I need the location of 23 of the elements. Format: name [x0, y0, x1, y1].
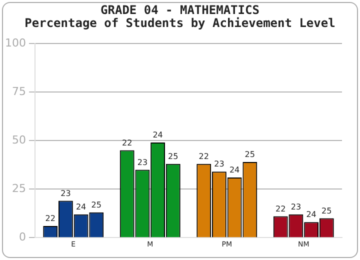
text: 25 — [168, 152, 178, 161]
series-label: 23 — [137, 158, 148, 167]
series-label: 24 — [76, 202, 86, 212]
series-label: 22 — [198, 152, 209, 161]
text: 24 — [229, 166, 240, 175]
text: 25 — [322, 206, 332, 216]
text: 22 — [122, 138, 132, 148]
y-tick-label: 50 — [12, 133, 26, 146]
text: 23 — [214, 160, 224, 169]
y-tick-label: 0 — [18, 230, 26, 244]
y-tick-label: 25 — [12, 182, 26, 195]
text: 22 — [276, 204, 286, 214]
chart-title: GRADE 04 - MATHEMATICS — [100, 3, 260, 17]
text: 24 — [306, 210, 316, 220]
chart-subtitle: Percentage of Students by Achievement Level — [24, 16, 336, 30]
text: 23 — [290, 202, 302, 212]
text: 22 — [45, 214, 56, 224]
y-tick-label: 100 — [4, 36, 26, 50]
text: 25 — [244, 150, 255, 160]
series-label: 25 — [91, 200, 102, 210]
text: 23 — [60, 188, 71, 198]
text: 24 — [152, 130, 163, 140]
y-tick-label: 75 — [12, 84, 26, 98]
